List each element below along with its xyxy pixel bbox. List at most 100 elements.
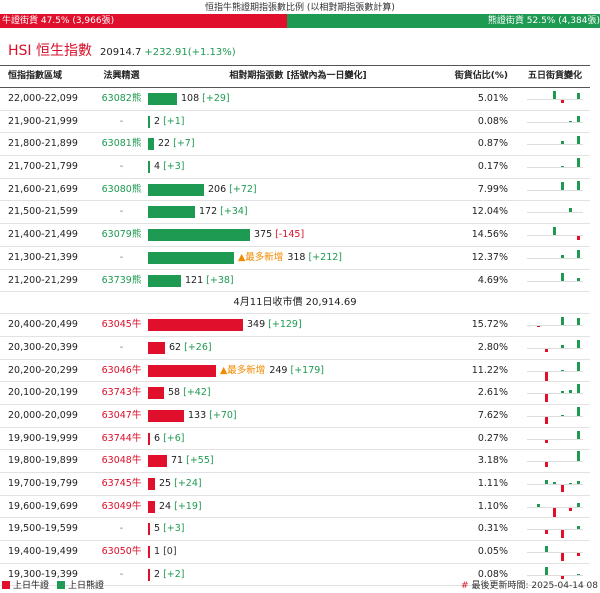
contracts-value: 349 [+129] bbox=[247, 314, 302, 336]
sparkline-bar bbox=[545, 394, 548, 403]
sparkline-baseline bbox=[527, 506, 583, 508]
sparkline-bar bbox=[545, 480, 548, 484]
contracts-bar bbox=[148, 568, 150, 581]
ratio-cell: 2.80% bbox=[477, 341, 508, 353]
warrant-code-link[interactable]: 63048牛 bbox=[101, 455, 142, 467]
bear-rows: 22,000-22,099 63082熊 108 [+29] 5.01% 21,900-… bbox=[0, 88, 590, 293]
sparkline-bar bbox=[561, 369, 564, 371]
contracts-value: 58 [+42] bbox=[168, 382, 211, 404]
sparkline-bar bbox=[545, 371, 548, 381]
contracts-count: 349 bbox=[247, 319, 266, 331]
contracts-bar bbox=[148, 546, 150, 559]
sparkline-baseline bbox=[527, 189, 583, 191]
warrant-code-link[interactable]: 63050牛 bbox=[101, 546, 142, 558]
range-cell: 21,300-21,399 bbox=[8, 251, 78, 263]
contracts-change: [+70] bbox=[209, 409, 237, 421]
sparkline-bar bbox=[569, 483, 572, 484]
warrant-code-link: - bbox=[119, 161, 124, 173]
bear-ratio-segment: 熊證街貨 52.5% (4,384張) bbox=[287, 14, 600, 28]
header-trend: 五日街貨變化 bbox=[527, 71, 582, 81]
table-row: 19,500-19,599 - 5 [+3] 0.31% bbox=[0, 518, 590, 542]
warrant-code-link[interactable]: 63081熊 bbox=[101, 138, 142, 150]
legend-bull-label: 上日牛證 bbox=[13, 581, 50, 591]
sparkline-bar bbox=[577, 339, 580, 348]
warrant-code-link[interactable]: 63745牛 bbox=[101, 478, 142, 489]
warrant-code-link[interactable]: 63046牛 bbox=[101, 364, 142, 376]
update-hash: # bbox=[460, 581, 469, 591]
table-header: 恒指指數區域 法興精選 相對期指張數 [括號內為一日變化] 街貨佔比(%) 五日… bbox=[0, 66, 590, 88]
ratio-cell: 0.08% bbox=[477, 115, 508, 127]
contracts-value: 5 [+3] bbox=[154, 518, 185, 540]
bull-ratio-segment: 牛證街貨 47.5% (3,966張) bbox=[0, 14, 287, 28]
sparkline-bar bbox=[569, 120, 572, 122]
contracts-change: [-145] bbox=[275, 229, 305, 241]
table-row: 19,900-19,999 63744牛 6 [+6] 0.27% bbox=[0, 428, 590, 451]
sparkline-bar bbox=[577, 553, 580, 557]
contracts-value: 6 [+6] bbox=[154, 428, 185, 450]
index-value: 20914.7 bbox=[100, 47, 142, 58]
sparkline-bar bbox=[561, 391, 564, 394]
range-cell: 20,400-20,499 bbox=[8, 319, 78, 331]
range-cell: 19,300-19,399 bbox=[8, 568, 78, 580]
index-summary: HSI 恒生指數 20914.7 +232.91(+1.13%) bbox=[8, 40, 236, 59]
five-day-sparkline bbox=[525, 338, 585, 358]
contracts-bar bbox=[148, 341, 165, 354]
contracts-change: [+6] bbox=[163, 432, 185, 444]
sparkline-bar bbox=[577, 93, 580, 99]
sparkline-bar bbox=[561, 575, 564, 579]
warrant-code-link[interactable]: 63047牛 bbox=[101, 409, 142, 421]
contracts-bar bbox=[148, 161, 150, 174]
range-cell: 20,200-20,299 bbox=[8, 364, 78, 376]
contracts-count: 6 bbox=[154, 432, 161, 444]
sparkline-bar bbox=[561, 181, 564, 190]
warrant-code-link: - bbox=[119, 115, 124, 127]
sparkline-bar bbox=[545, 416, 548, 424]
warrant-code-link[interactable]: 63743牛 bbox=[101, 387, 142, 399]
contracts-change: [+55] bbox=[186, 455, 214, 467]
table-row: 21,900-21,999 - 2 [+1] 0.08% bbox=[0, 111, 590, 134]
contracts-count: 108 bbox=[181, 93, 200, 104]
contracts-value: 133 [+70] bbox=[188, 405, 237, 427]
contracts-bar bbox=[148, 93, 177, 105]
sparkline-baseline bbox=[527, 484, 583, 485]
five-day-sparkline bbox=[525, 406, 585, 426]
contracts-bar bbox=[148, 478, 155, 490]
warrant-code-link: - bbox=[119, 568, 124, 580]
contracts-bar bbox=[148, 432, 150, 445]
warrant-code-link[interactable]: 63739熊 bbox=[101, 274, 142, 286]
warrant-code-link[interactable]: 63080熊 bbox=[101, 183, 142, 195]
table-row: 21,700-21,799 - 4 [+3] 0.17% bbox=[0, 156, 590, 179]
legend: 上日牛證 上日熊證 bbox=[2, 578, 112, 591]
contracts-count: 62 bbox=[169, 341, 182, 353]
sparkline-bar bbox=[577, 451, 580, 462]
sparkline-bar bbox=[561, 530, 564, 539]
sparkline-bar bbox=[561, 166, 564, 168]
contracts-change: [+34] bbox=[220, 206, 248, 218]
sparkline-bar bbox=[561, 317, 564, 326]
warrant-code-link[interactable]: 63045牛 bbox=[101, 319, 142, 331]
warrant-code-link[interactable]: 63049牛 bbox=[101, 500, 142, 512]
sparkline-bar bbox=[561, 254, 564, 258]
warrant-code-link[interactable]: 63082熊 bbox=[101, 93, 142, 104]
ratio-cell: 7.62% bbox=[477, 409, 508, 421]
contracts-change: [+3] bbox=[163, 523, 185, 535]
contracts-count: 249 bbox=[269, 364, 288, 376]
sparkline-bar bbox=[561, 344, 564, 348]
header-ratio: 街貨佔比(%) bbox=[454, 71, 508, 81]
table-row: 19,300-19,399 - 2 [+2] 0.08% bbox=[0, 564, 590, 587]
sparkline-bar bbox=[553, 482, 556, 484]
index-name[interactable]: HSI 恒生指數 bbox=[8, 43, 92, 59]
contracts-count: 22 bbox=[158, 138, 171, 150]
range-cell: 21,800-21,899 bbox=[8, 138, 78, 150]
table-row: 20,000-20,099 63047牛 133 [+70] 7.62% bbox=[0, 405, 590, 428]
warrant-code-link[interactable]: 63079熊 bbox=[101, 229, 142, 241]
contracts-value: 4 [+3] bbox=[154, 156, 185, 178]
ratio-title: 恒指牛熊證期指張數比例 (以相對期指張數計算) bbox=[205, 3, 395, 13]
ratio-cell: 12.37% bbox=[471, 251, 508, 263]
bull-rows: 20,400-20,499 63045牛 349 [+129] 15.72% 20,30… bbox=[0, 314, 590, 587]
warrant-code-link: - bbox=[119, 523, 124, 535]
legend-bear-label: 上日熊證 bbox=[68, 581, 105, 591]
warrant-code-link[interactable]: 63744牛 bbox=[101, 432, 142, 444]
last-update: # 最後更新時間: 2025-04-14 08 bbox=[461, 578, 598, 591]
contracts-value: 71 [+55] bbox=[171, 450, 214, 472]
